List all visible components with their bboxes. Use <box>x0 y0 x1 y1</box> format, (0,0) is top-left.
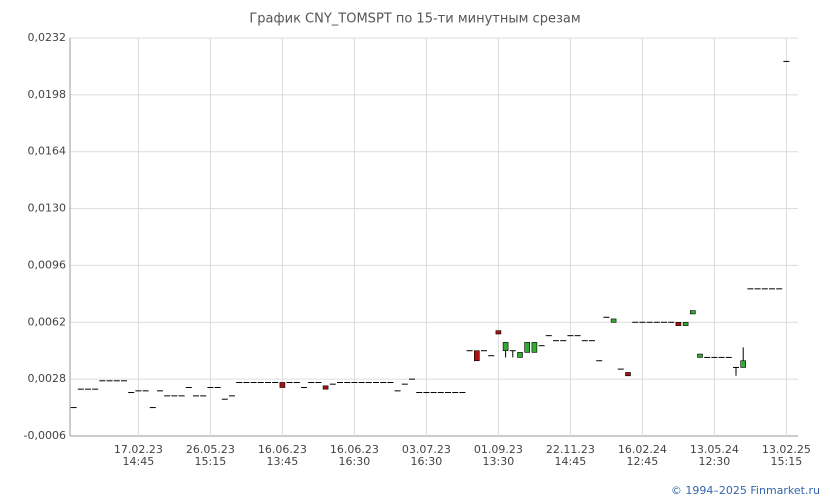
candle-body <box>473 350 480 362</box>
candle-body <box>675 321 682 326</box>
x-tick-label: 13.05.24 <box>690 443 739 456</box>
chart-title: График CNY_TOMSPT по 15-ти минутным срез… <box>249 12 580 27</box>
y-tick-label: 0,0130 <box>28 202 67 215</box>
candle-body <box>524 342 531 353</box>
candle-body <box>740 360 747 368</box>
x-tick-label: 13:45 <box>267 455 299 468</box>
source[interactable]: © 1994–2025 Finmarket.ru <box>671 484 820 497</box>
x-tick-label: 16:30 <box>411 455 443 468</box>
x-tick-label: 13:30 <box>483 455 515 468</box>
x-tick-label: 16.02.24 <box>618 443 667 456</box>
x-tick-label: 26.05.23 <box>186 443 235 456</box>
candle-body <box>625 372 631 377</box>
y-tick-label: 0,0198 <box>28 88 67 101</box>
x-tick-label: 16.06.23 <box>330 443 379 456</box>
candle-body <box>610 318 617 323</box>
candle-body <box>495 330 502 335</box>
x-tick-label: 14:45 <box>123 455 155 468</box>
y-tick-label: 0,0062 <box>28 315 67 328</box>
y-tick-label: 0,0028 <box>28 372 67 385</box>
x-tick-label: 17.02.23 <box>114 443 163 456</box>
candle-body <box>517 352 523 358</box>
candle-body <box>531 342 538 353</box>
y-tick-label: -0,0006 <box>24 429 66 442</box>
x-tick-label: 12:30 <box>699 455 731 468</box>
candle-body <box>689 310 696 315</box>
x-tick-label: 14:45 <box>555 455 587 468</box>
x-tick-label: 12:45 <box>627 455 659 468</box>
candle-body <box>502 342 509 352</box>
x-tick-label: 16.06.23 <box>258 443 307 456</box>
x-tick-label: 15:15 <box>771 455 803 468</box>
y-tick-label: 0,0232 <box>28 31 67 44</box>
x-tick-label: 22.11.23 <box>546 443 595 456</box>
x-tick-label: 01.09.23 <box>474 443 523 456</box>
candle-body <box>697 353 703 358</box>
x-tick-label: 15:15 <box>195 455 227 468</box>
x-tick-label: 03.07.23 <box>402 443 451 456</box>
candle-body <box>682 321 689 326</box>
y-tick-label: 0,0096 <box>28 258 67 271</box>
x-tick-label: 13.02.25 <box>762 443 811 456</box>
y-tick-label: 0,0164 <box>28 145 67 158</box>
candle-body <box>279 382 286 388</box>
x-tick-label: 16:30 <box>339 455 371 468</box>
candle-body <box>322 385 329 390</box>
